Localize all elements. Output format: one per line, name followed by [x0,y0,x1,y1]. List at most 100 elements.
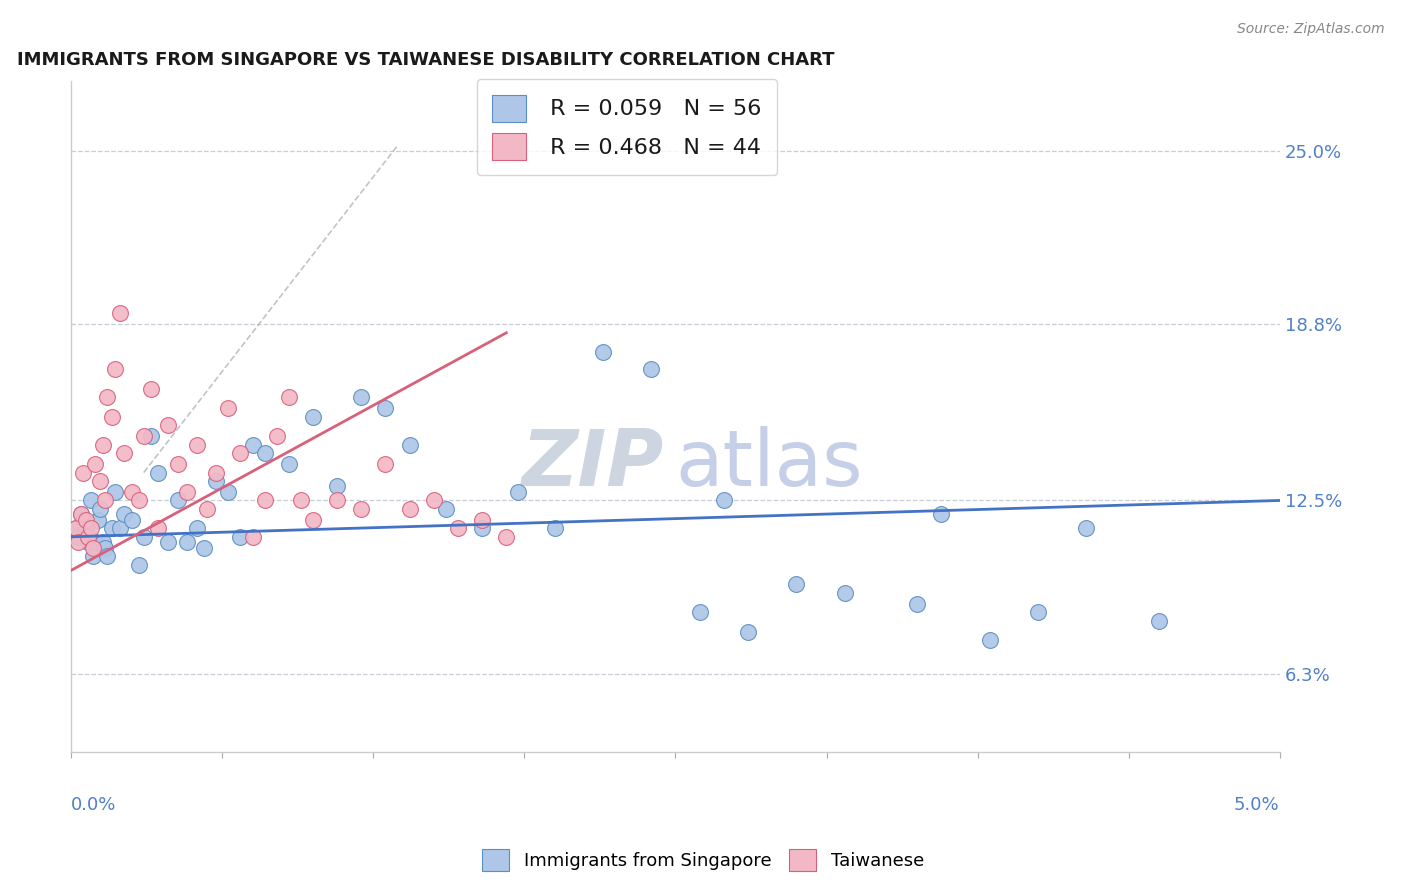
Point [543,521,565,535]
Text: 5.0%: 5.0% [1234,796,1279,814]
Point [132,530,155,544]
Point [447,521,470,535]
Point [229,446,252,460]
Point [242,437,264,451]
Point [277,457,299,471]
Point [508,485,530,500]
Point [65,521,87,535]
Point [350,390,373,404]
Point [82,541,104,555]
Point [79,493,101,508]
Point [186,437,208,451]
Text: IMMIGRANTS FROM SINGAPORE VS TAIWANESE DISABILITY CORRELATION CHART: IMMIGRANTS FROM SINGAPORE VS TAIWANESE D… [17,51,834,69]
Point [139,429,162,443]
Point [156,535,179,549]
Point [176,535,198,549]
Point [689,605,711,619]
Point [75,521,97,535]
Text: Source: ZipAtlas.com: Source: ZipAtlas.com [1237,22,1385,37]
Point [302,513,325,527]
Point [495,530,517,544]
Point [242,530,264,544]
Text: 0.0%: 0.0% [72,796,117,814]
Point [1147,614,1170,628]
Point [108,306,131,320]
Point [398,437,420,451]
Point [70,508,93,522]
Point [302,409,325,424]
Text: ZIP: ZIP [522,426,664,502]
Point [84,457,107,471]
Point [266,429,288,443]
Point [186,521,208,535]
Point [91,437,114,451]
Point [1076,521,1098,535]
Point [148,521,170,535]
Point [217,401,239,416]
Point [101,409,124,424]
Point [640,362,662,376]
Point [84,535,107,549]
Point [121,513,143,527]
Point [374,457,396,471]
Point [398,501,420,516]
Point [75,513,97,527]
Point [737,624,759,639]
Point [471,521,494,535]
Point [713,493,735,508]
Point [205,474,228,488]
Point [96,390,118,404]
Point [112,508,135,522]
Point [77,535,100,549]
Point [91,535,114,549]
Point [72,466,94,480]
Point [67,535,90,549]
Point [374,401,396,416]
Point [121,485,143,500]
Point [166,493,188,508]
Point [290,493,312,508]
Point [89,501,111,516]
Point [70,508,93,522]
Point [79,521,101,535]
Point [1026,605,1049,619]
Point [108,521,131,535]
Point [979,633,1001,648]
Point [94,493,117,508]
Legend:  R = 0.059   N = 56,  R = 0.468   N = 44: R = 0.059 N = 56, R = 0.468 N = 44 [477,79,778,176]
Point [217,485,239,500]
Point [193,541,215,555]
Text: atlas: atlas [675,426,863,502]
Point [326,479,349,493]
Point [253,493,276,508]
Point [905,597,928,611]
Point [89,474,111,488]
Point [94,541,117,555]
Point [205,466,228,480]
Point [785,577,807,591]
Point [128,558,150,572]
Point [434,501,457,516]
Point [132,429,155,443]
Point [592,345,614,359]
Point [101,521,124,535]
Point [112,446,135,460]
Point [87,513,110,527]
Point [67,530,90,544]
Point [139,382,162,396]
Point [253,446,276,460]
Point [471,513,494,527]
Point [128,493,150,508]
Point [148,466,170,480]
Point [195,501,218,516]
Point [104,362,127,376]
Point [82,549,104,564]
Point [176,485,198,500]
Point [65,521,87,535]
Point [96,549,118,564]
Point [326,493,349,508]
Point [72,513,94,527]
Point [104,485,127,500]
Legend: Immigrants from Singapore, Taiwanese: Immigrants from Singapore, Taiwanese [475,842,931,879]
Point [929,508,952,522]
